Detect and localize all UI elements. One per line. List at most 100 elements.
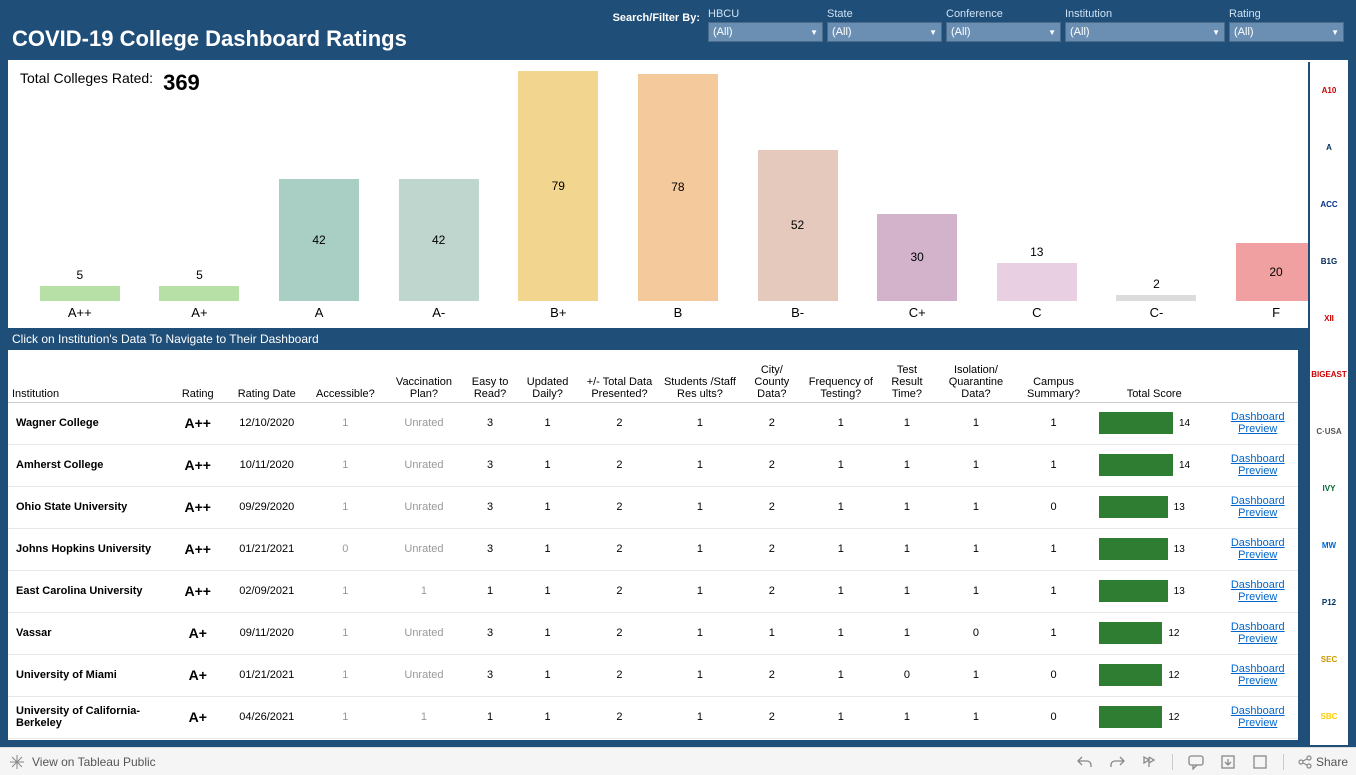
conference-logo[interactable]: IVY [1314, 479, 1344, 499]
dashboard-preview-link[interactable]: DashboardPreview [1231, 495, 1285, 519]
cell-city: 2 [740, 696, 803, 738]
cell-date: 10/11/2020 [227, 444, 308, 486]
table-row[interactable]: University of California-Berkeley A+ 04/… [8, 696, 1298, 738]
dashboard-preview-link[interactable]: DashboardPreview [1231, 579, 1285, 603]
filter-name-4: Rating [1229, 8, 1344, 22]
col-header: Test Result Time? [878, 350, 936, 402]
col-header: Total Score [1091, 350, 1218, 402]
cell-city: 1 [740, 612, 803, 654]
cell-vaccination: Unrated [384, 444, 465, 486]
cell-institution: Vassar [8, 612, 169, 654]
conference-logo[interactable]: P12 [1314, 593, 1344, 613]
cell-vaccination: Unrated [384, 528, 465, 570]
chevron-down-icon: ▼ [1331, 28, 1339, 37]
bar-A+[interactable]: 5 [159, 286, 239, 301]
cell-isolation: 1 [936, 654, 1017, 696]
cell-institution: University of Miami [8, 654, 169, 696]
view-on-tableau[interactable]: View on Tableau Public [8, 753, 156, 771]
table-row[interactable]: Ohio State University A++ 09/29/2020 1 U… [8, 486, 1298, 528]
cell-result-time: 1 [878, 528, 936, 570]
cell-rating: A+ [169, 654, 227, 696]
bar-C+[interactable]: 30 [877, 214, 957, 301]
conference-logo[interactable]: SBC [1314, 706, 1344, 726]
table-row[interactable]: Johns Hopkins University A++ 01/21/2021 … [8, 528, 1298, 570]
table-row[interactable]: Wagner College A++ 12/10/2020 1 Unrated … [8, 402, 1298, 444]
filter-select-state[interactable]: (All)▼ [827, 22, 942, 42]
undo-icon[interactable] [1076, 753, 1094, 771]
table-row[interactable]: Vassar A+ 09/11/2020 1 Unrated 3 1 2 1 1… [8, 612, 1298, 654]
cell-result-time: 1 [878, 612, 936, 654]
cell-date: 09/29/2020 [227, 486, 308, 528]
col-header: Vaccination Plan? [384, 350, 465, 402]
cell-students: 1 [660, 696, 741, 738]
cell-easy: 3 [464, 654, 516, 696]
dashboard-preview-link[interactable]: DashboardPreview [1231, 537, 1285, 561]
table-row[interactable]: East Carolina University A++ 02/09/2021 … [8, 570, 1298, 612]
dashboard-preview-link[interactable]: DashboardPreview [1231, 411, 1285, 435]
conference-logo[interactable]: ACC [1314, 194, 1344, 214]
conference-logo[interactable]: XII [1314, 308, 1344, 328]
col-header: Accessible? [307, 350, 384, 402]
cell-vaccination: Unrated [384, 654, 465, 696]
dashboard-preview-link[interactable]: DashboardPreview [1231, 453, 1285, 477]
cell-students: 1 [660, 654, 741, 696]
comment-icon[interactable] [1187, 753, 1205, 771]
dashboard-preview-link[interactable]: DashboardPreview [1231, 663, 1285, 687]
cell-updated: 1 [516, 486, 579, 528]
conference-logo[interactable]: B1G [1314, 251, 1344, 271]
chevron-down-icon: ▼ [1048, 28, 1056, 37]
conference-logo[interactable]: C·USA [1314, 422, 1344, 442]
col-header: Institution [8, 350, 169, 402]
fullscreen-icon[interactable] [1251, 753, 1269, 771]
cell-score: 13 [1091, 570, 1218, 612]
cell-easy: 3 [464, 528, 516, 570]
bar-B-[interactable]: 52 [758, 150, 838, 301]
conference-logo[interactable]: A [1314, 137, 1344, 157]
cell-vaccination: Unrated [384, 402, 465, 444]
download-icon[interactable] [1219, 753, 1237, 771]
share-button[interactable]: Share [1298, 755, 1348, 769]
cell-rating: A++ [169, 486, 227, 528]
cell-total-data: 2 [579, 696, 660, 738]
col-header: City/ County Data? [740, 350, 803, 402]
cell-easy: 3 [464, 402, 516, 444]
cell-frequency: 1 [803, 444, 878, 486]
bar-F[interactable]: 20 [1236, 243, 1316, 301]
table-row[interactable]: University of Miami A+ 01/21/2021 1 Unra… [8, 654, 1298, 696]
cell-rating: A++ [169, 444, 227, 486]
bar-B[interactable]: 78 [638, 74, 718, 301]
cell-accessible: 1 [307, 486, 384, 528]
bar-chart: 5 A++5 A+42 A42 A-79 B+78 B52 B-30 C+13 … [20, 68, 1336, 320]
cell-city: 2 [740, 654, 803, 696]
bar-B+[interactable]: 79 [518, 71, 598, 301]
dashboard-preview-link[interactable]: DashboardPreview [1231, 705, 1285, 729]
conference-logo[interactable]: MW [1314, 536, 1344, 556]
cell-frequency: 1 [803, 696, 878, 738]
filter-select-rating[interactable]: (All)▼ [1229, 22, 1344, 42]
cell-total-data: 2 [579, 402, 660, 444]
instruction-text: Click on Institution's Data To Navigate … [0, 328, 1356, 350]
conference-logo[interactable]: BIGEAST [1314, 365, 1344, 385]
conference-logo[interactable]: A10 [1314, 80, 1344, 100]
conference-logo[interactable]: SEC [1314, 650, 1344, 670]
cell-accessible: 1 [307, 612, 384, 654]
cell-date: 04/26/2021 [227, 696, 308, 738]
filter-select-hbcu[interactable]: (All)▼ [708, 22, 823, 42]
bar-C[interactable]: 13 [997, 263, 1077, 301]
bar-A++[interactable]: 5 [40, 286, 120, 301]
cell-isolation: 1 [936, 528, 1017, 570]
col-header: Isolation/ Quarantine Data? [936, 350, 1017, 402]
bar-C-[interactable]: 2 [1116, 295, 1196, 301]
bar-A[interactable]: 42 [279, 179, 359, 301]
col-header [1217, 350, 1298, 402]
filter-select-institution[interactable]: (All)▼ [1065, 22, 1225, 42]
chevron-down-icon: ▼ [1212, 28, 1220, 37]
table-row[interactable]: Amherst College A++ 10/11/2020 1 Unrated… [8, 444, 1298, 486]
revert-icon[interactable] [1140, 753, 1158, 771]
filter-select-conference[interactable]: (All)▼ [946, 22, 1061, 42]
col-header: Easy to Read? [464, 350, 516, 402]
cell-vaccination: 1 [384, 570, 465, 612]
redo-icon[interactable] [1108, 753, 1126, 771]
dashboard-preview-link[interactable]: DashboardPreview [1231, 621, 1285, 645]
bar-A-[interactable]: 42 [399, 179, 479, 301]
